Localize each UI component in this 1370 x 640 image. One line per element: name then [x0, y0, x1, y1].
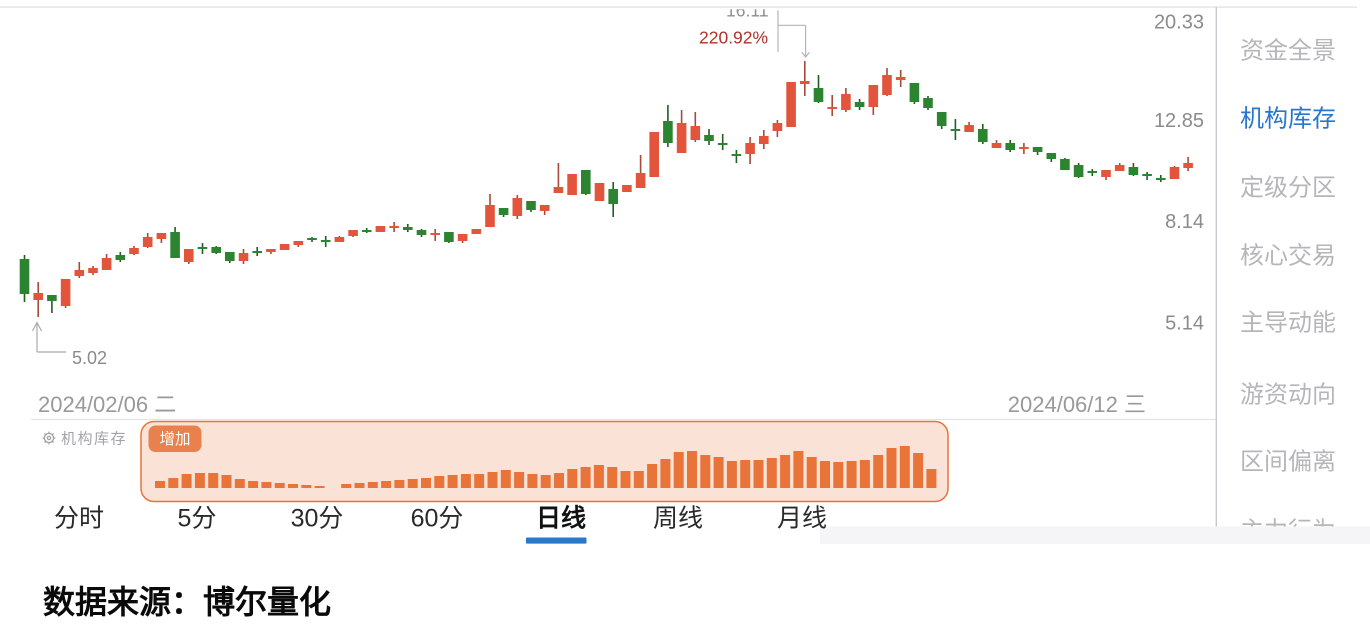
svg-text:20.33: 20.33 [1154, 12, 1204, 34]
svg-text:游资动向: 游资动向 [1240, 382, 1336, 409]
svg-text:220.92%: 220.92% [699, 28, 768, 48]
svg-text:8.14: 8.14 [1165, 211, 1204, 233]
svg-text:区间偏离: 区间偏离 [1240, 449, 1336, 476]
svg-text:2024/02/06 二: 2024/02/06 二 [38, 392, 176, 417]
svg-text:60分: 60分 [411, 505, 464, 533]
svg-text:增加: 增加 [159, 430, 190, 448]
svg-text:5分: 5分 [178, 505, 217, 533]
svg-text:机构库存: 机构库存 [1240, 106, 1336, 133]
svg-text:分时: 分时 [54, 505, 104, 533]
svg-text:日线: 日线 [536, 504, 586, 533]
svg-text:数据来源：博尔量化: 数据来源：博尔量化 [43, 584, 331, 620]
svg-text:资金全景: 资金全景 [1240, 38, 1336, 65]
svg-text:主导动能: 主导动能 [1240, 310, 1336, 337]
svg-text:机构库存: 机构库存 [61, 431, 127, 448]
svg-text:5.14: 5.14 [1165, 313, 1204, 335]
svg-text:2024/06/12 三: 2024/06/12 三 [1008, 392, 1146, 417]
svg-text:5.02: 5.02 [72, 348, 107, 368]
svg-text:周线: 周线 [653, 505, 703, 533]
svg-text:定级分区: 定级分区 [1240, 175, 1336, 202]
svg-text:30分: 30分 [291, 505, 344, 533]
svg-text:12.85: 12.85 [1154, 110, 1204, 132]
svg-text:月线: 月线 [777, 505, 827, 533]
svg-text:核心交易: 核心交易 [1240, 243, 1336, 270]
